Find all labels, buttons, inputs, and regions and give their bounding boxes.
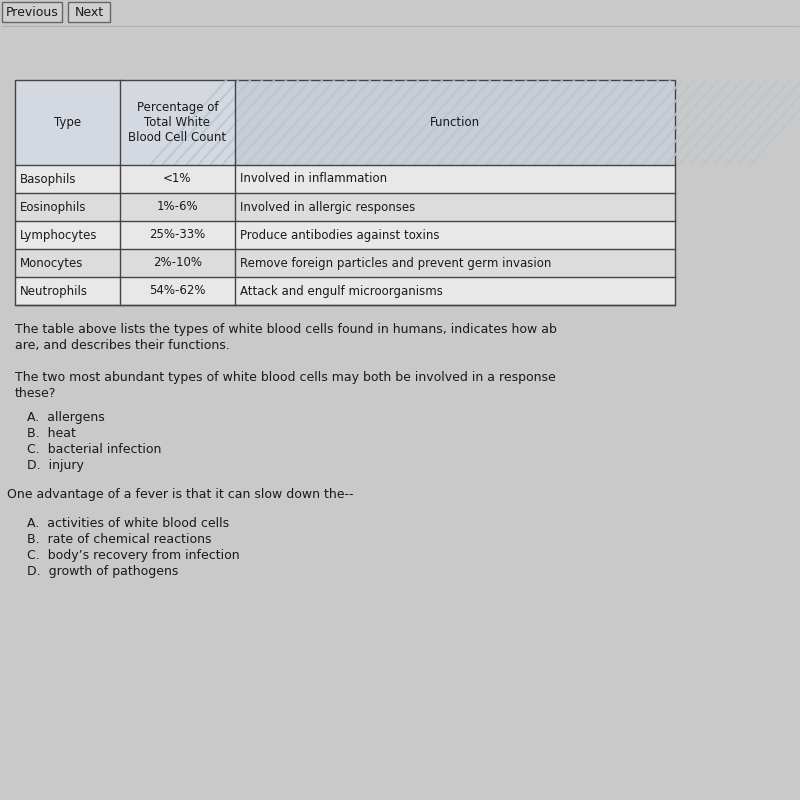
Text: <1%: <1% — [163, 173, 192, 186]
Text: C.  body’s recovery from infection: C. body’s recovery from infection — [27, 549, 240, 562]
Text: Eosinophils: Eosinophils — [20, 201, 86, 214]
Text: B.  heat: B. heat — [27, 427, 76, 440]
Text: The table above lists the types of white blood cells found in humans, indicates : The table above lists the types of white… — [15, 323, 557, 336]
Text: Produce antibodies against toxins: Produce antibodies against toxins — [240, 229, 439, 242]
Bar — [15, 165, 675, 193]
Text: A.  activities of white blood cells: A. activities of white blood cells — [27, 517, 229, 530]
Bar — [15, 221, 675, 249]
Text: these?: these? — [15, 387, 56, 400]
Bar — [15, 277, 675, 305]
Text: 2%-10%: 2%-10% — [153, 257, 202, 270]
Text: D.  injury: D. injury — [27, 459, 84, 472]
Text: One advantage of a fever is that it can slow down the--: One advantage of a fever is that it can … — [7, 488, 354, 501]
Text: Remove foreign particles and prevent germ invasion: Remove foreign particles and prevent ger… — [240, 257, 551, 270]
Bar — [15, 80, 675, 305]
Text: Basophils: Basophils — [20, 173, 77, 186]
Text: D.  growth of pathogens: D. growth of pathogens — [27, 565, 178, 578]
Text: C.  bacterial infection: C. bacterial infection — [27, 443, 162, 456]
Bar — [15, 249, 675, 277]
Bar — [15, 80, 235, 165]
Text: A.  allergens: A. allergens — [27, 411, 105, 424]
Bar — [15, 193, 675, 221]
Text: Next: Next — [74, 6, 103, 18]
Text: are, and describes their functions.: are, and describes their functions. — [15, 339, 230, 352]
Text: Type: Type — [54, 116, 81, 129]
Text: Lymphocytes: Lymphocytes — [20, 229, 98, 242]
Text: Percentage of
Total White
Blood Cell Count: Percentage of Total White Blood Cell Cou… — [129, 101, 226, 144]
Bar — [2, 2, 62, 22]
Bar — [235, 80, 675, 165]
Bar — [68, 2, 110, 22]
Text: The two most abundant types of white blood cells may both be involved in a respo: The two most abundant types of white blo… — [15, 371, 556, 384]
Text: B.  rate of chemical reactions: B. rate of chemical reactions — [27, 533, 211, 546]
Text: 1%-6%: 1%-6% — [157, 201, 198, 214]
Text: Neutrophils: Neutrophils — [20, 285, 88, 298]
Text: Involved in inflammation: Involved in inflammation — [240, 173, 387, 186]
Text: Previous: Previous — [6, 6, 58, 18]
Text: Involved in allergic responses: Involved in allergic responses — [240, 201, 415, 214]
Text: Attack and engulf microorganisms: Attack and engulf microorganisms — [240, 285, 443, 298]
Text: Function: Function — [430, 116, 480, 129]
Text: 54%-62%: 54%-62% — [150, 285, 206, 298]
Text: Monocytes: Monocytes — [20, 257, 83, 270]
Text: 25%-33%: 25%-33% — [150, 229, 206, 242]
